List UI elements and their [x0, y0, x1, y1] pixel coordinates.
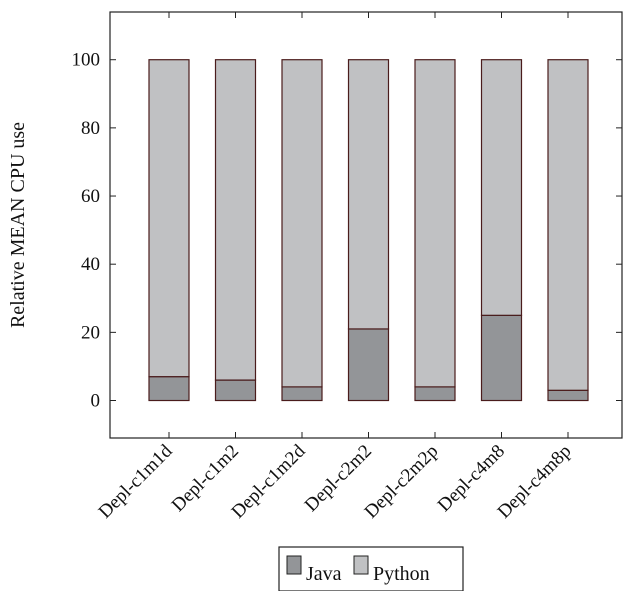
y-axis: 0 20 40 60 80 100	[72, 50, 622, 412]
legend-swatch-python	[353, 555, 369, 575]
bar-java	[414, 386, 456, 402]
bar-python	[214, 59, 257, 381]
y-tick-label: 80	[81, 118, 100, 139]
bar-python	[148, 59, 190, 378]
bar-java	[547, 389, 589, 402]
bar-python	[281, 59, 323, 388]
bar-java	[148, 376, 190, 402]
bar-python	[414, 59, 456, 388]
bar-python	[347, 59, 390, 330]
y-tick-label: 20	[81, 322, 100, 343]
bar-java	[480, 314, 523, 402]
y-tick-label: 60	[81, 186, 100, 207]
y-tick-label: 40	[81, 254, 100, 275]
legend-box	[278, 546, 464, 591]
bar-java	[347, 328, 390, 402]
y-tick-label: 100	[72, 50, 101, 71]
bar-java	[214, 379, 257, 402]
legend: Java Python	[278, 546, 464, 591]
bar-java	[281, 386, 323, 402]
legend-label-python: Python	[373, 563, 430, 585]
bars	[148, 59, 589, 402]
x-tick-label: Depl-c1m1d	[95, 440, 177, 522]
legend-label-java: Java	[306, 563, 342, 585]
bar-python	[547, 59, 589, 391]
plot-frame	[109, 11, 623, 439]
legend-swatch-java	[286, 555, 302, 575]
y-tick-label: 0	[91, 391, 101, 412]
bar-python	[480, 59, 523, 316]
y-axis-title: Relative MEAN CPU use	[7, 122, 29, 328]
